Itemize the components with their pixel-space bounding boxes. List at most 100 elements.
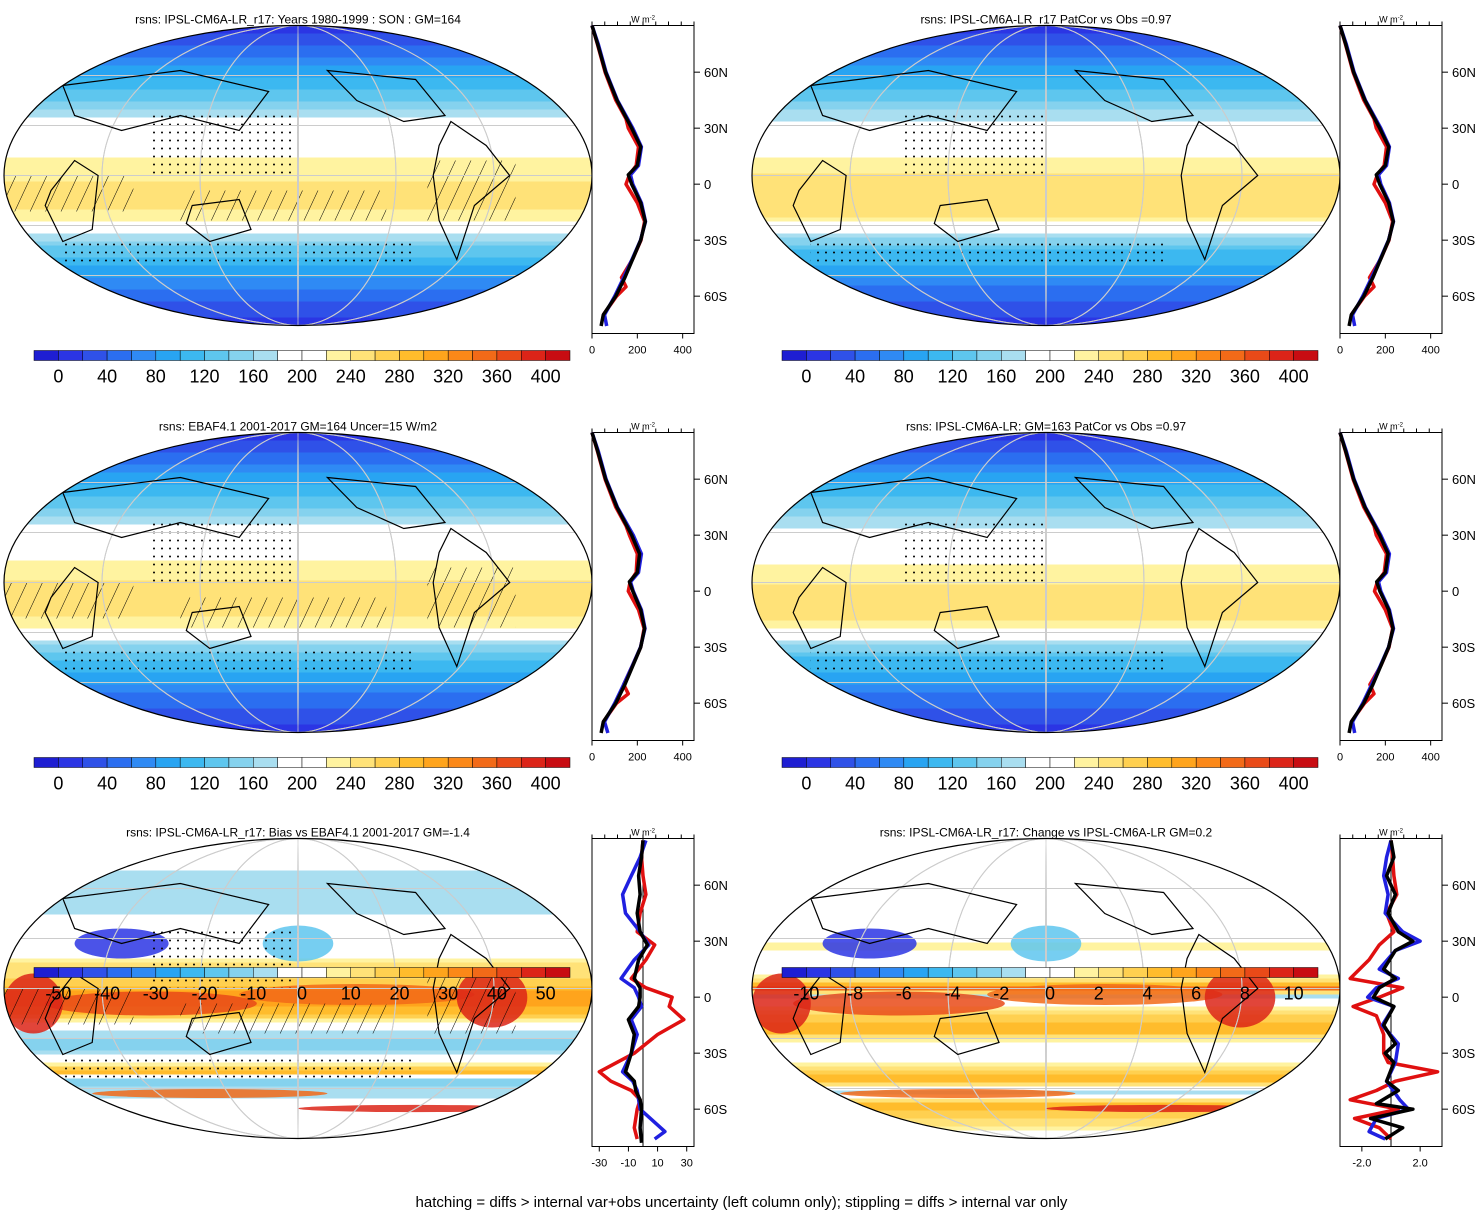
profile-lat-label: 0 bbox=[704, 990, 711, 1005]
colorbar-swatch bbox=[1195, 967, 1221, 978]
coastline bbox=[61, 882, 270, 945]
profile-lat-label: 60N bbox=[704, 472, 728, 487]
profile-lat-label: 0 bbox=[1452, 177, 1459, 192]
colorbar-swatch bbox=[277, 350, 303, 361]
profile-xtick-label: 400 bbox=[673, 345, 691, 357]
profile-xtick-label: 400 bbox=[1421, 752, 1439, 764]
profile-lat-label: 60S bbox=[1452, 1102, 1475, 1117]
profile-lat-label: 30S bbox=[704, 233, 727, 248]
anomaly-region bbox=[840, 1089, 1076, 1098]
colorbar-swatch bbox=[1098, 350, 1124, 361]
coastline bbox=[1073, 476, 1195, 530]
profile-lat-label: 30S bbox=[1452, 233, 1475, 248]
panel-title: rsns: IPSL-CM6A-LR_r17: Bias vs EBAF4.1 … bbox=[126, 826, 470, 840]
colorbar-swatch bbox=[806, 967, 831, 978]
profile-lat-label: 60N bbox=[704, 878, 728, 893]
colorbar-swatch bbox=[58, 967, 83, 978]
colorbar: 0 40 80 120 160 200 240 280 320 360 400 bbox=[781, 350, 1319, 387]
zonal-profile: W m-2 -30 -10 10 30 60N 30N 0 30S 60S bbox=[591, 828, 728, 1170]
panel-title: rsns: IPSL-CM6A-LR: GM=163 PatCor vs Obs… bbox=[906, 420, 1186, 434]
graticule-lon bbox=[1045, 25, 1047, 326]
stippling bbox=[810, 648, 1164, 673]
coastline bbox=[432, 120, 511, 262]
colorbar-swatch bbox=[228, 967, 254, 978]
hatching bbox=[180, 1003, 387, 1034]
colorbar-swatch bbox=[374, 350, 400, 361]
colorbar-swatch bbox=[521, 350, 546, 361]
colorbar-swatch bbox=[423, 967, 449, 978]
profile-units: W m-2 bbox=[631, 828, 655, 838]
profile-units-exp: -2 bbox=[650, 829, 656, 835]
colorbar-tick-label: 0 bbox=[801, 774, 811, 794]
anomaly-region bbox=[1204, 967, 1276, 1028]
colorbar-swatch bbox=[350, 967, 376, 978]
zonal-profile: W m-2 -2.0 2.0 60N 30N 0 30S 60S bbox=[1339, 828, 1476, 1170]
colorbar-swatch bbox=[1074, 967, 1099, 978]
colorbar-swatch bbox=[976, 350, 1002, 361]
colorbar-swatch bbox=[447, 350, 473, 361]
colorbar-swatch bbox=[1122, 350, 1148, 361]
colorbar-swatch bbox=[927, 350, 953, 361]
hatching bbox=[180, 597, 387, 628]
graticule-lon bbox=[297, 25, 299, 326]
colorbar-swatch bbox=[399, 350, 425, 361]
stippling bbox=[151, 928, 298, 989]
colorbar-swatch bbox=[58, 350, 83, 361]
colorbar: 0 40 80 120 160 200 240 280 320 360 400 bbox=[33, 350, 571, 387]
colorbar-tick-label: 8 bbox=[1240, 984, 1250, 1004]
colorbar-swatch bbox=[131, 967, 157, 978]
colorbar-tick-label: 280 bbox=[1132, 774, 1162, 794]
map-area bbox=[752, 838, 1340, 1139]
colorbar-tick-label: 50 bbox=[536, 984, 556, 1004]
graticule-lon bbox=[849, 25, 1243, 326]
profile-xtick-label: 30 bbox=[681, 1158, 693, 1170]
coastline bbox=[61, 69, 270, 132]
colorbar-tick-label: 6 bbox=[1191, 984, 1201, 1004]
colorbar-swatch bbox=[301, 350, 327, 361]
profile-lat-label: 60N bbox=[1452, 65, 1476, 80]
colorbar-swatch bbox=[903, 757, 929, 768]
map-area bbox=[4, 838, 592, 1139]
colorbar-swatch bbox=[781, 967, 807, 978]
colorbar-tick-label: 360 bbox=[1230, 367, 1260, 387]
colorbar-swatch bbox=[1269, 757, 1294, 768]
colorbar: 0 40 80 120 160 200 240 280 320 360 400 bbox=[33, 757, 571, 794]
colorbar-swatch bbox=[423, 350, 449, 361]
colorbar-swatch bbox=[155, 967, 181, 978]
panel-title: rsns: IPSL-CM6A-LR_r17 PatCor vs Obs =0.… bbox=[920, 13, 1171, 27]
colorbar-swatch bbox=[472, 967, 498, 978]
colorbar-tick-label: 280 bbox=[384, 774, 414, 794]
colorbar-tick-label: -2 bbox=[993, 984, 1009, 1004]
colorbar-swatch bbox=[106, 757, 132, 768]
colorbar-swatch bbox=[1122, 757, 1148, 768]
stippling bbox=[899, 115, 1046, 176]
colorbar-swatch bbox=[204, 757, 230, 768]
colorbar-tick-label: 80 bbox=[146, 367, 166, 387]
colorbar-swatch bbox=[879, 967, 905, 978]
coastline bbox=[185, 605, 252, 650]
colorbar-tick-label: 80 bbox=[894, 774, 914, 794]
colorbar-tick-label: 0 bbox=[297, 984, 307, 1004]
stippling bbox=[62, 241, 416, 266]
profile-xtick-label: 2.0 bbox=[1412, 1158, 1427, 1170]
colorbar-swatch bbox=[1147, 967, 1173, 978]
colorbar-tick-label: 240 bbox=[336, 774, 366, 794]
graticule-lon bbox=[1045, 432, 1047, 733]
map-area bbox=[752, 25, 1340, 326]
colorbar-swatch bbox=[521, 757, 546, 768]
colorbar-swatch bbox=[927, 967, 953, 978]
panel-title: rsns: EBAF4.1 2001-2017 GM=164 Uncer=15 … bbox=[159, 420, 437, 434]
colorbar-tick-label: 360 bbox=[482, 367, 512, 387]
colorbar-swatch bbox=[1147, 757, 1173, 768]
colorbar-tick-label: 200 bbox=[287, 367, 317, 387]
footer-caption: hatching = diffs > internal var+obs unce… bbox=[415, 1194, 1068, 1211]
coastline bbox=[44, 566, 99, 650]
profile-units: W m-2 bbox=[631, 422, 655, 432]
colorbar-swatch bbox=[1220, 757, 1246, 768]
panel-title: rsns: IPSL-CM6A-LR_r17: Change vs IPSL-C… bbox=[880, 826, 1213, 840]
colorbar-swatch bbox=[301, 757, 327, 768]
colorbar-swatch bbox=[228, 757, 254, 768]
colorbar-swatch bbox=[545, 967, 571, 978]
profile-xtick-label: 400 bbox=[1421, 345, 1439, 357]
coastline bbox=[1180, 120, 1259, 262]
